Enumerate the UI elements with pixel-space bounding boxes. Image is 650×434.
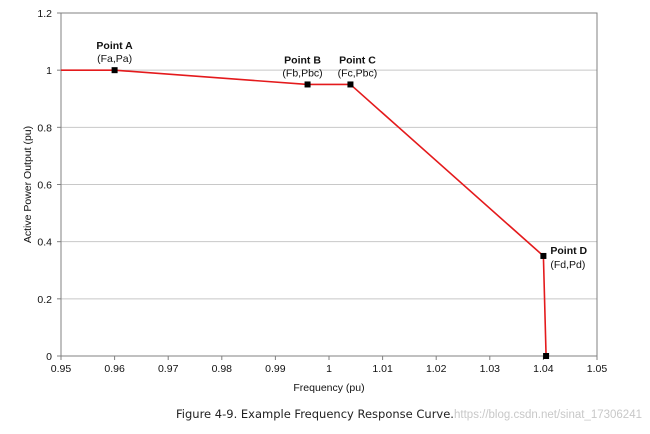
annotations-group: Point A(Fa,Pa) Point B(Fb,Pbc) Point C(Fc,… [96,40,587,271]
x-tick-label: 1.03 [480,363,501,375]
x-tick-label: 0.97 [158,363,179,375]
annotation-title: Point A [96,40,133,52]
x-tick-label: 1.05 [587,363,608,375]
point-marker-3 [540,252,547,259]
x-tick-label: 1.01 [372,363,393,375]
annotation-subtitle: (Fa,Pa) [97,53,132,65]
annotation-subtitle: (Fc,Pbc) [338,67,378,79]
series-group [61,69,547,357]
y-tick-label: 0.6 [37,180,52,192]
point-marker-4 [543,353,550,359]
x-tick-label: 1.04 [533,363,554,375]
y-axis-ticks: 0 0.2 0.4 0.6 0.8 1 1.2 [37,8,61,363]
annotation-title: Point B [284,54,321,66]
y-tick-label: 0 [46,351,52,363]
annotation-title: Point D [550,245,587,257]
y-tick-label: 1 [46,65,52,77]
y-tick-label: 1.2 [37,8,52,20]
x-tick-label: 1 [326,363,332,375]
grid-lines [61,69,597,300]
y-tick-label: 0.2 [37,294,52,306]
x-tick-label: 0.96 [104,363,125,375]
y-tick-label: 0.4 [37,237,52,249]
x-tick-label: 0.95 [51,363,72,375]
x-tick-label: 0.99 [265,363,286,375]
point-marker-0 [111,67,118,74]
point-marker-2 [347,81,354,88]
watermark-text: https://blog.csdn.net/sinat_17306241 [454,409,642,421]
markers-group [111,67,550,359]
x-tick-label: 1.02 [426,363,447,375]
figure-caption: Figure 4-9. Example Frequency Response C… [176,407,454,421]
annotation-subtitle: (Fb,Pbc) [282,67,322,79]
y-tick-label: 0.8 [37,122,52,134]
series-line-0 [61,69,547,357]
point-marker-1 [304,81,311,88]
x-axis-ticks: 0.95 0.96 0.97 0.98 0.99 1 1.01 1.02 1.03 1.04 1.0… [51,356,608,375]
x-tick-label: 0.98 [212,363,233,375]
x-axis-label: Frequency (pu) [293,382,364,394]
annotation-subtitle: (Fd,Pd) [550,259,585,271]
annotation-title: Point C [339,54,376,66]
y-axis-label: Active Power Output (pu) [22,126,34,243]
